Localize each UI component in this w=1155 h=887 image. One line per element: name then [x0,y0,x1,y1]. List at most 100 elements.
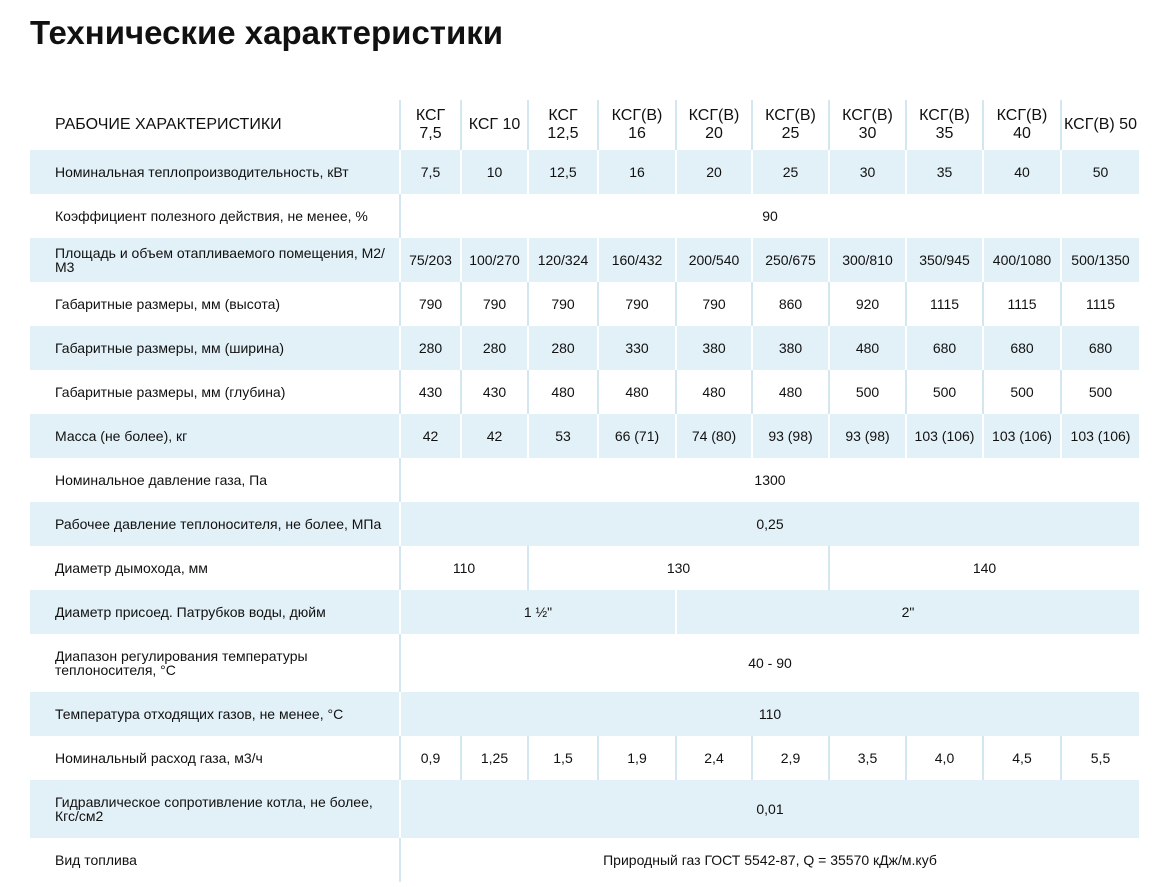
row-label: Рабочее давление теплоносителя, не более… [30,502,401,546]
value-cell: 160/432 [597,238,676,282]
value-cell: 430 [460,370,528,414]
spec-table: РАБОЧИЕ ХАРАКТЕРИСТИКИ КСГ 7,5 КСГ 10 КСГ 1… [30,100,1139,882]
table-row: Диаметр дымохода, мм 110 130 140 [30,546,1139,590]
value-cell: 103 (106) [905,414,983,458]
value-cell: 1,25 [460,736,528,780]
value-cell: 1115 [905,282,983,326]
value-cell: 7,5 [399,150,461,194]
value-cell: 1115 [982,282,1061,326]
section-header: РАБОЧИЕ ХАРАКТЕРИСТИКИ [30,100,401,150]
value-cell: 42 [399,414,461,458]
table-row: Диаметр присоед. Патрубков воды, дюйм 1 ½… [30,590,1139,634]
column-header: КСГ(В) 30 [828,100,906,150]
value-cell: 16 [597,150,676,194]
value-cell: 250/675 [751,238,829,282]
column-header: КСГ 7,5 [399,100,461,150]
row-label: Габаритные размеры, мм (ширина) [30,326,401,370]
value-cell: 680 [905,326,983,370]
value-cell: 790 [597,282,676,326]
value-cell: 74 (80) [675,414,752,458]
table-row: Масса (не более), кг 42 42 53 66 (71) 74 (80)… [30,414,1139,458]
value-cell: 93 (98) [828,414,906,458]
row-label: Номинальная теплопроизводительность, кВт [30,150,401,194]
value-cell: 680 [1060,326,1139,370]
row-label: Площадь и объем отапливаемого помещения,… [30,238,401,282]
value-cell: 480 [675,370,752,414]
value-cell: 500 [1060,370,1139,414]
value-cell: 42 [460,414,528,458]
value-cell: 12,5 [527,150,598,194]
value-cell: 110 [399,692,1139,736]
column-header: КСГ(В) 35 [905,100,983,150]
value-cell: 0,9 [399,736,461,780]
value-cell: 790 [460,282,528,326]
value-cell: 790 [527,282,598,326]
row-label: Диаметр присоед. Патрубков воды, дюйм [30,590,401,634]
table-row: Гидравлическое сопротивление котла, не б… [30,780,1139,838]
row-label: Номинальное давление газа, Па [30,458,401,502]
table-row: Температура отходящих газов, не менее, °… [30,692,1139,736]
column-header: КСГ(В) 20 [675,100,752,150]
row-label: Гидравлическое сопротивление котла, не б… [30,780,401,838]
row-label: Номинальный расход газа, м3/ч [30,736,401,780]
column-header: КСГ(В) 25 [751,100,829,150]
value-cell: 1,9 [597,736,676,780]
value-cell: 500/1350 [1060,238,1139,282]
value-cell: 480 [597,370,676,414]
header-row: РАБОЧИЕ ХАРАКТЕРИСТИКИ КСГ 7,5 КСГ 10 КСГ 1… [30,100,1139,150]
value-cell: 330 [597,326,676,370]
value-cell: 0,01 [399,780,1139,838]
row-label: Температура отходящих газов, не менее, °… [30,692,401,736]
value-cell: 280 [399,326,461,370]
table-row: Габаритные размеры, мм (ширина) 280 280 280… [30,326,1139,370]
value-cell: 500 [905,370,983,414]
value-cell: 4,5 [982,736,1061,780]
value-cell: 400/1080 [982,238,1061,282]
value-cell: 1115 [1060,282,1139,326]
value-cell: 100/270 [460,238,528,282]
value-cell: 1 ½" [399,590,676,634]
value-cell: 110 [399,546,528,590]
row-label: Диапазон регулирования температуры тепло… [30,634,401,692]
row-label: Габаритные размеры, мм (высота) [30,282,401,326]
table-row: Рабочее давление теплоносителя, не более… [30,502,1139,546]
value-cell: 3,5 [828,736,906,780]
table-row: Коэффициент полезного действия, не менее… [30,194,1139,238]
value-cell: 280 [460,326,528,370]
column-header: КСГ(В) 50 [1060,100,1139,150]
value-cell: 90 [399,194,1139,238]
value-cell: 790 [675,282,752,326]
row-label: Вид топлива [30,838,401,882]
value-cell: 53 [527,414,598,458]
value-cell: 40 - 90 [399,634,1139,692]
table-row: Диапазон регулирования температуры тепло… [30,634,1139,692]
value-cell: 860 [751,282,829,326]
value-cell: 500 [982,370,1061,414]
value-cell: 2" [675,590,1139,634]
value-cell: 140 [828,546,1139,590]
value-cell: 25 [751,150,829,194]
value-cell: 2,4 [675,736,752,780]
column-header: КСГ 10 [460,100,528,150]
value-cell: 920 [828,282,906,326]
row-label: Диаметр дымохода, мм [30,546,401,590]
value-cell: 30 [828,150,906,194]
value-cell: 40 [982,150,1061,194]
table-row: Номинальная теплопроизводительность, кВт… [30,150,1139,194]
table-body: РАБОЧИЕ ХАРАКТЕРИСТИКИ КСГ 7,5 КСГ 10 КСГ 1… [30,100,1139,882]
value-cell: 103 (106) [982,414,1061,458]
value-cell: 75/203 [399,238,461,282]
value-cell: Природный газ ГОСТ 5542-87, Q = 35570 кД… [399,838,1139,882]
table-row: Габаритные размеры, мм (глубина) 430 430 48… [30,370,1139,414]
column-header: КСГ 12,5 [527,100,598,150]
value-cell: 120/324 [527,238,598,282]
value-cell: 93 (98) [751,414,829,458]
value-cell: 480 [828,326,906,370]
value-cell: 66 (71) [597,414,676,458]
value-cell: 0,25 [399,502,1139,546]
value-cell: 350/945 [905,238,983,282]
value-cell: 50 [1060,150,1139,194]
value-cell: 790 [399,282,461,326]
value-cell: 5,5 [1060,736,1139,780]
table-row: Номинальный расход газа, м3/ч 0,9 1,25 1,5 1… [30,736,1139,780]
